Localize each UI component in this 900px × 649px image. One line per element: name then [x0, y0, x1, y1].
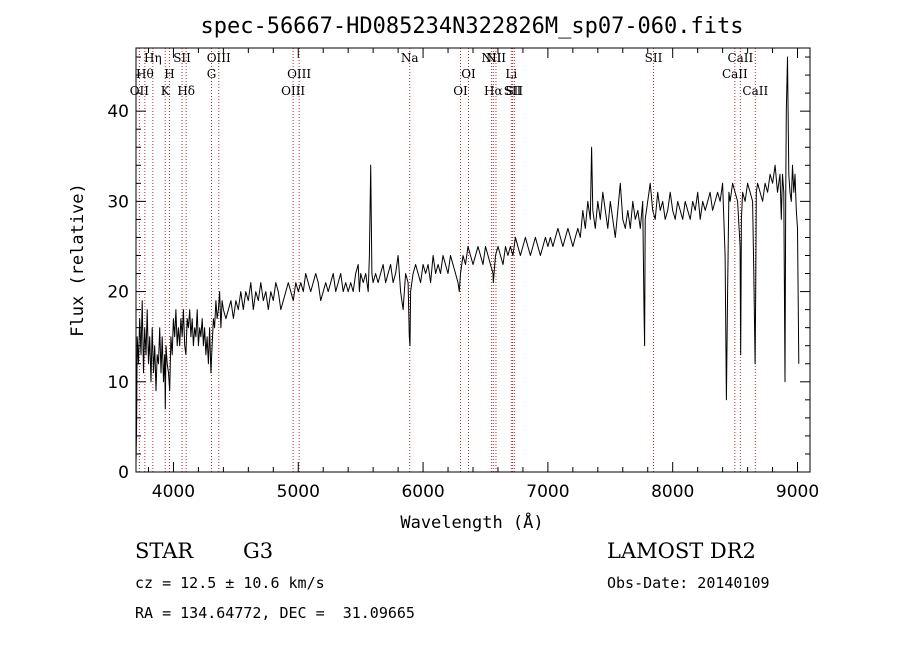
spectrum-line — [135, 56, 800, 464]
x-tick-label-2: 6000 — [401, 482, 444, 502]
line-label-13: OI — [461, 67, 476, 81]
y-tick-label-1: 10 — [107, 373, 129, 393]
observation-date: Obs-Date: 20140109 — [607, 574, 770, 592]
y-axis-label: Flux (relative) — [68, 183, 88, 337]
line-label-0: OII — [130, 84, 150, 98]
x-tick-label-4: 8000 — [651, 482, 694, 502]
plot-frame — [135, 47, 811, 473]
spectral-line-labels: OII Hθ Hη KH SII Hδ G OIII OIII OIII Na OI OI NII Hα NI… — [130, 51, 769, 98]
x-tick-label-1: 5000 — [277, 482, 320, 502]
redshift-velocity: cz = 12.5 ± 10.6 km/s — [135, 574, 325, 592]
line-label-3: K — [161, 84, 171, 98]
line-label-11: Na — [401, 51, 419, 65]
line-label-18: SII — [504, 84, 522, 98]
y-tick-label-0: 0 — [118, 463, 129, 483]
line-label-9: OIII — [281, 84, 305, 98]
line-label-1: Hθ — [136, 67, 154, 81]
line-label-22: CaII — [727, 51, 753, 65]
survey-name: LAMOST DR2 — [607, 539, 756, 563]
line-label-14: NII — [481, 51, 501, 65]
line-label-6: Hδ — [177, 84, 195, 98]
line-label-16: NII — [486, 51, 506, 65]
line-label-23: CaII — [742, 84, 768, 98]
line-label-12: OI — [453, 84, 468, 98]
line-label-15: Hα — [484, 84, 503, 98]
x-tick-label-3: 7000 — [526, 482, 569, 502]
spectral-subclass: G3 — [243, 539, 274, 563]
line-label-4: H — [164, 67, 174, 81]
y-tick-label-2: 20 — [107, 283, 129, 303]
x-tick-label-0: 4000 — [152, 482, 195, 502]
x-tick-label-5: 9000 — [776, 482, 819, 502]
sky-coordinates: RA = 134.64772, DEC = 31.09665 — [135, 604, 415, 622]
y-tick-label-3: 30 — [107, 192, 129, 212]
line-label-2: Hη — [144, 51, 162, 65]
line-label-21: CaII — [722, 67, 748, 81]
line-label-10: OIII — [287, 67, 311, 81]
y-tick-label-4: 40 — [107, 102, 129, 122]
chart-title: spec-56667-HD085234N322826M_sp07-060.fit… — [200, 14, 743, 39]
spectral-line-markers — [138, 48, 756, 472]
line-label-20: SII — [645, 51, 663, 65]
line-label-17: Li — [505, 67, 517, 81]
line-label-5: SII — [173, 51, 191, 65]
line-label-8: OIII — [207, 51, 231, 65]
x-axis: 4000 5000 6000 7000 8000 9000 — [147, 48, 819, 502]
x-axis-label: Wavelength (Å) — [400, 511, 543, 533]
line-label-7: G — [207, 67, 217, 81]
object-type: STAR — [135, 539, 194, 563]
line-label-19: SII — [505, 84, 523, 98]
y-axis: 0 10 20 30 40 — [107, 56, 810, 483]
